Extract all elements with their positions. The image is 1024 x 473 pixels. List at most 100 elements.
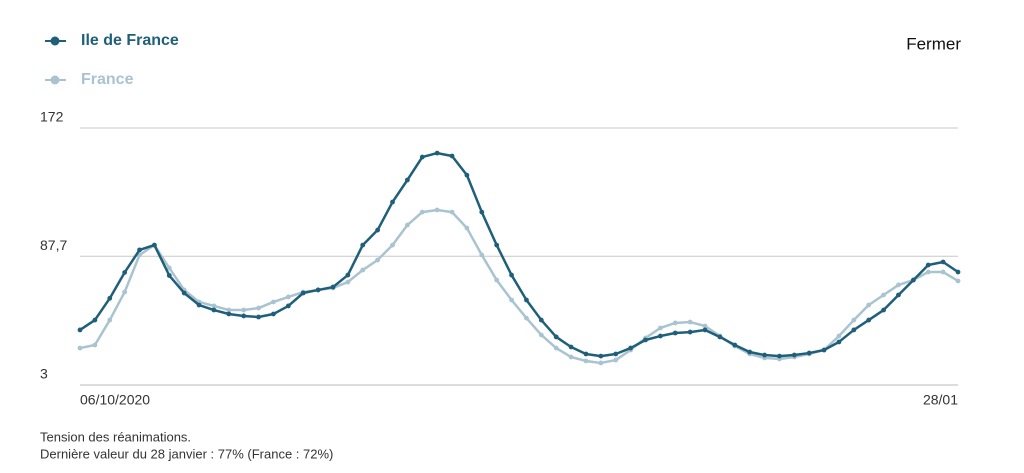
data-point: [613, 351, 619, 357]
caption-line: Dernière valeur du 28 janvier : 77% (Fra…: [40, 446, 333, 461]
data-point: [479, 209, 485, 215]
data-point: [538, 317, 544, 323]
data-point: [285, 294, 291, 300]
data-point: [672, 320, 678, 326]
data-point: [806, 350, 812, 356]
data-point: [345, 272, 351, 278]
data-point: [494, 277, 500, 283]
data-point: [107, 295, 113, 301]
data-point: [925, 269, 931, 275]
legend-label: Ile de France: [81, 32, 179, 49]
data-point: [226, 311, 232, 317]
data-point: [211, 307, 217, 313]
data-point: [538, 332, 544, 338]
data-point: [285, 303, 291, 309]
data-point: [404, 222, 410, 228]
data-point: [226, 307, 232, 313]
y-tick-label: 172: [40, 109, 64, 125]
data-point: [866, 302, 872, 308]
data-point: [524, 297, 529, 303]
data-point: [702, 327, 708, 333]
data-point: [137, 247, 142, 253]
data-point: [598, 360, 604, 366]
data-point: [271, 311, 276, 317]
data-point: [940, 259, 946, 265]
data-point: [598, 353, 604, 359]
data-point: [836, 333, 842, 339]
data-point: [524, 315, 529, 321]
data-point: [717, 334, 723, 340]
data-point: [92, 317, 98, 323]
data-point: [122, 270, 128, 275]
data-point: [553, 345, 559, 351]
data-point: [509, 272, 514, 278]
data-point: [166, 265, 172, 271]
data-point: [643, 337, 648, 343]
data-point: [494, 242, 500, 248]
caption-line: Tension des réanimations.: [40, 429, 191, 444]
data-point: [464, 225, 470, 231]
data-point: [583, 358, 589, 364]
data-point: [449, 153, 455, 159]
legend-marker: [50, 75, 60, 85]
data-point: [509, 297, 514, 303]
data-point: [657, 325, 663, 331]
data-point: [449, 209, 455, 215]
data-point: [628, 345, 634, 351]
y-tick-label: 87,7: [40, 237, 67, 253]
data-point: [256, 314, 261, 320]
data-point: [672, 330, 678, 336]
data-point: [836, 339, 842, 345]
data-point: [464, 172, 470, 178]
data-point: [583, 351, 589, 357]
data-point: [196, 302, 202, 308]
data-point: [687, 319, 693, 325]
data-point: [360, 242, 366, 248]
data-point: [762, 352, 767, 358]
data-point: [77, 345, 83, 351]
data-point: [419, 209, 425, 215]
data-point: [777, 353, 782, 359]
data-point: [851, 327, 857, 333]
data-point: [910, 277, 916, 283]
data-point: [851, 317, 857, 323]
data-point: [77, 327, 83, 333]
data-point: [747, 349, 753, 355]
data-point: [360, 267, 366, 273]
data-point: [375, 227, 381, 233]
data-point: [241, 307, 247, 313]
data-point: [702, 323, 708, 329]
data-point: [791, 352, 797, 358]
data-point: [925, 262, 931, 268]
data-point: [479, 252, 485, 258]
close-button[interactable]: Fermer: [906, 34, 961, 53]
data-point: [866, 317, 872, 323]
data-point: [315, 287, 321, 293]
data-point: [955, 269, 961, 275]
data-point: [152, 242, 157, 248]
data-point: [687, 329, 693, 335]
data-point: [211, 303, 217, 309]
data-point: [955, 278, 961, 284]
series-line: [79, 151, 959, 358]
data-point: [271, 299, 276, 305]
data-point: [419, 154, 425, 160]
data-point: [657, 333, 663, 339]
data-point: [256, 305, 261, 311]
data-point: [613, 357, 619, 363]
data-point: [107, 317, 113, 323]
data-point: [940, 269, 946, 275]
data-point: [92, 342, 98, 348]
data-point: [881, 307, 886, 313]
data-point: [166, 273, 172, 278]
data-point: [896, 292, 901, 298]
y-tick-label: 3: [40, 366, 48, 382]
data-point: [404, 177, 410, 183]
data-point: [434, 207, 440, 213]
data-point: [881, 292, 886, 298]
data-point: [345, 279, 351, 285]
data-point: [181, 290, 187, 296]
data-point: [568, 344, 574, 350]
